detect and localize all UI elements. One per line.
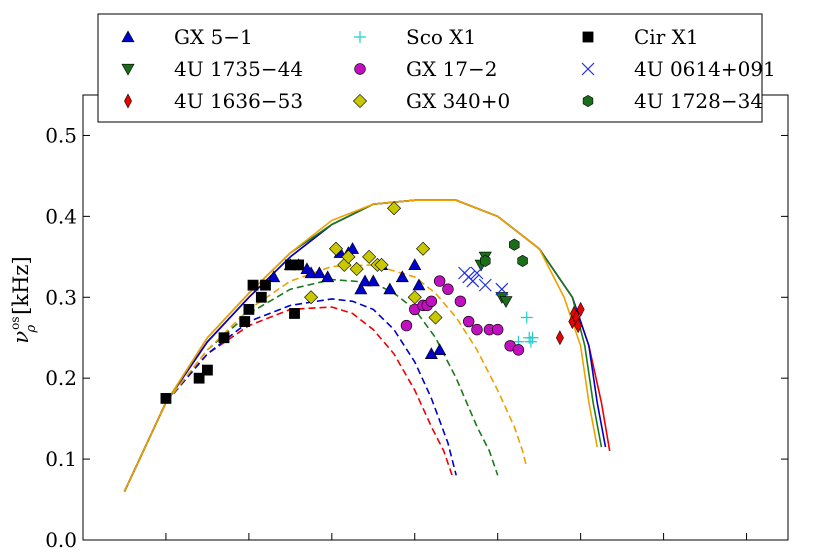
legend-marker [121,30,135,43]
data-point [407,290,422,305]
y-axis-label-symbol: ν [9,331,33,344]
data-point [576,301,585,317]
data-point [574,318,583,334]
legend-marker [124,93,132,109]
legend-marker [121,63,135,76]
data-point [260,279,271,291]
y-tick-label: 0.2 [45,366,77,390]
data-point [471,323,483,336]
data-point [428,310,443,325]
curve-solid-green [123,199,603,492]
curve-dashed-green [123,278,499,492]
data-point [267,270,281,283]
curve-dashed-red [123,306,453,492]
legend-label: GX 5−1 [174,25,253,49]
y-tick-label: 0.3 [45,285,77,309]
y-tick-label: 0.0 [45,528,77,552]
data-point [304,290,319,305]
data-point [408,258,422,271]
data-point [495,282,509,296]
data-point [374,257,389,272]
data-point [293,259,305,271]
data-point [400,319,413,332]
y-axis-label-superscript: os [8,316,22,329]
y-tick-label: 0.5 [45,123,77,147]
data-point [512,344,525,356]
data-point [517,254,528,267]
data-point [239,316,251,327]
data-point [193,372,205,384]
y-tick-label: 0.1 [45,447,77,471]
data-point [383,282,397,295]
y-tick-label: 0.4 [45,204,77,228]
data-point [247,279,259,291]
legend-label: 4U 1735−44 [174,57,303,81]
curve-dashed-orange [123,264,528,492]
data-point [366,274,380,287]
data-point [433,343,447,355]
y-axis-label-subscript: ρ [24,324,39,333]
data-point [462,315,475,328]
curve-solid-red [123,199,611,492]
data-point [425,295,438,308]
curve-dashed-blue [123,298,457,492]
data-point [416,241,431,256]
data-point [466,274,480,288]
data-point [454,295,467,308]
data-point [395,270,409,283]
y-axis-label: ν os ρ [kHz] [8,256,39,343]
data-point [346,242,360,254]
data-point [478,278,492,292]
data-point [349,261,364,276]
legend: GX 5−1 4U 1735−44 4U 1636−53 Sco X1 GX 17−2 G… [97,13,776,123]
curve-solid-orange [123,199,598,492]
data-point [555,330,564,346]
y-axis-ticks: 0.0 0.1 0.2 0.3 0.4 0.5 [45,123,788,552]
data-point [321,270,335,283]
data-point [160,393,172,404]
legend-marker [581,62,595,76]
legend-label: 4U 0614+091 [634,57,776,81]
y-axis-label-unit: [kHz] [9,256,33,315]
legend-marker [582,94,594,108]
data-point [479,254,491,267]
data-point [255,291,267,303]
data-point [202,364,213,376]
data-point [312,266,326,279]
legend-label: GX 17−2 [406,57,498,81]
data-point [412,278,426,291]
legend-marker [354,31,366,43]
legend-label: 4U 1728−34 [634,89,763,113]
data-point [520,311,533,324]
data-point [433,275,446,287]
data-point [341,249,356,264]
data-point [492,323,504,336]
data-point [289,308,300,319]
data-point [526,331,539,344]
data-point [304,266,318,279]
data-point [499,296,513,308]
legend-marker [352,93,368,109]
fit-curves [123,199,611,492]
legend-marker [354,63,366,75]
data-point [442,283,454,295]
data-point [387,201,402,216]
data-point [362,249,377,264]
legend-box [97,13,763,123]
data-point [358,274,372,287]
legend-label: Cir X1 [634,25,699,49]
legend-label: Sco X1 [406,25,476,49]
data-point [218,332,230,344]
legend-label: GX 340+0 [406,89,510,113]
legend-label: 4U 1636−53 [174,89,303,113]
legend-marker [582,31,594,43]
data-point [354,282,368,295]
data-point [509,238,520,251]
data-point [328,241,343,256]
data-point [470,266,484,280]
data-markers [160,201,585,404]
data-point [243,304,255,315]
